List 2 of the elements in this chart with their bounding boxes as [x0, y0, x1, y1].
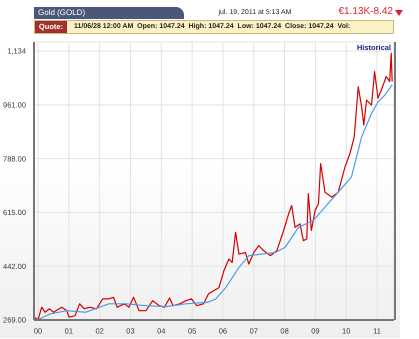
chart-title: Gold (GOLD)	[34, 7, 184, 19]
text: €1.13K-8.42	[338, 5, 393, 19]
